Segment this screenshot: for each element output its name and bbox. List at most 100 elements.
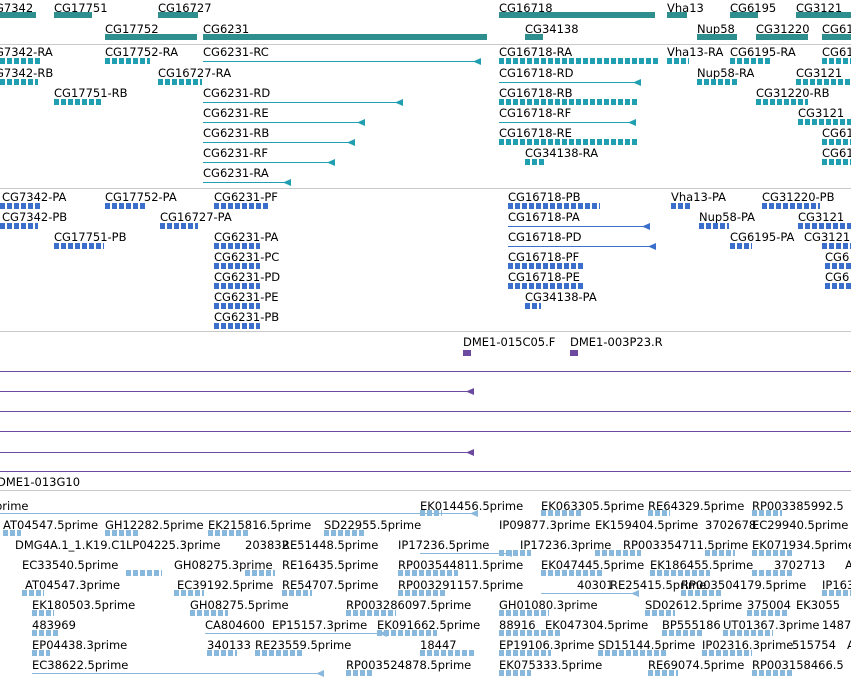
- est-feature[interactable]: [499, 630, 561, 636]
- est-feature[interactable]: [174, 590, 204, 596]
- transcript-feature[interactable]: [203, 159, 335, 166]
- gene-span-label[interactable]: Vha13: [667, 1, 704, 15]
- est-feature[interactable]: [752, 550, 792, 556]
- protein-label[interactable]: Vha13-PA: [671, 190, 727, 204]
- est-feature[interactable]: [595, 550, 641, 556]
- transcript-feature[interactable]: [798, 119, 851, 125]
- protein-feature[interactable]: [798, 223, 851, 229]
- gene-span-feature[interactable]: [525, 34, 543, 40]
- transcript-label[interactable]: CG34138-RA: [525, 146, 599, 160]
- transcript-label[interactable]: Nup58-RA: [697, 66, 755, 80]
- transcript-label[interactable]: CG16718-RA: [499, 45, 573, 59]
- est-label[interactable]: IP163: [822, 578, 851, 592]
- est-label[interactable]: RE69074.5prime: [648, 658, 745, 672]
- est-label[interactable]: EK047304.5prime: [545, 618, 649, 632]
- gene-span-label[interactable]: CG16718: [499, 1, 553, 15]
- est-label[interactable]: LP04225.3prime: [126, 538, 221, 552]
- est-label[interactable]: RP003504179.5prime: [681, 578, 807, 592]
- transcript-feature[interactable]: [203, 119, 365, 126]
- est-label[interactable]: EK186455.5prime: [650, 558, 754, 572]
- est-feature[interactable]: [398, 570, 458, 576]
- est-label[interactable]: RE64329.5prime: [648, 499, 745, 513]
- est-label[interactable]: 203832: [245, 538, 289, 552]
- protein-label[interactable]: CG16718-PA: [508, 210, 580, 224]
- transcript-feature[interactable]: [499, 58, 659, 64]
- protein-label[interactable]: CG6195-PA: [730, 230, 795, 244]
- est-label[interactable]: RE23559.5prime: [255, 638, 352, 652]
- protein-label[interactable]: CG6: [825, 250, 850, 264]
- protein-feature[interactable]: [822, 243, 851, 249]
- est-feature[interactable]: [126, 570, 162, 576]
- transcript-feature[interactable]: [499, 99, 639, 105]
- est-feature[interactable]: [499, 670, 531, 676]
- transcript-label[interactable]: CG3121: [798, 106, 845, 120]
- protein-feature[interactable]: [508, 243, 656, 250]
- est-feature[interactable]: [499, 550, 531, 556]
- transcript-label[interactable]: CG6231-RF: [203, 146, 268, 160]
- protein-feature[interactable]: [214, 263, 260, 269]
- est-label[interactable]: SD22955.5prime: [324, 518, 422, 532]
- transcript-label[interactable]: G7342-RA: [0, 45, 53, 59]
- est-feature[interactable]: [420, 550, 512, 557]
- est-label[interactable]: EK014456.5prime: [420, 499, 524, 513]
- est-label[interactable]: EK047445.5prime: [541, 558, 645, 572]
- protein-feature[interactable]: [214, 203, 270, 209]
- transcript-label[interactable]: Vha13-RA: [667, 45, 724, 59]
- protein-feature[interactable]: [825, 283, 851, 289]
- protein-label[interactable]: CG6231-PA: [214, 230, 279, 244]
- transcript-label[interactable]: G7342-RB: [0, 66, 54, 80]
- transcript-label[interactable]: CG16718-RD: [499, 66, 574, 80]
- est-label[interactable]: IP17236.3prime: [520, 538, 612, 552]
- est-label[interactable]: EK091662.5prime: [377, 618, 481, 632]
- transcript-feature[interactable]: [499, 139, 639, 145]
- transcript-feature[interactable]: [0, 58, 40, 64]
- est-feature[interactable]: [32, 630, 58, 636]
- transcript-feature[interactable]: [54, 99, 102, 105]
- transcript-label[interactable]: CG3121: [796, 66, 843, 80]
- transcript-label[interactable]: CG17752-RA: [105, 45, 179, 59]
- est-feature[interactable]: [723, 630, 773, 636]
- est-label[interactable]: EK159404.5prime: [595, 518, 699, 532]
- est-feature[interactable]: [499, 650, 551, 656]
- est-label[interactable]: 18447: [420, 638, 457, 652]
- est-label[interactable]: 40301: [577, 578, 614, 592]
- protein-feature[interactable]: [214, 283, 260, 289]
- gene-span-label[interactable]: CG16727: [158, 1, 212, 15]
- transcript-feature[interactable]: [105, 58, 150, 64]
- gene-span-feature[interactable]: [499, 12, 655, 18]
- protein-feature[interactable]: [508, 223, 650, 230]
- est-feature[interactable]: [255, 650, 303, 656]
- est-label[interactable]: RP003158466.5: [752, 658, 844, 672]
- est-label[interactable]: CA804600: [205, 618, 265, 632]
- clone-feature[interactable]: [0, 449, 474, 456]
- protein-feature[interactable]: [0, 203, 40, 209]
- protein-feature[interactable]: [0, 223, 38, 229]
- est-feature[interactable]: [32, 610, 54, 616]
- gene-span-label[interactable]: CG6231: [203, 22, 250, 36]
- est-label[interactable]: SD02612.5prime: [645, 598, 743, 612]
- gene-span-label[interactable]: CG17752: [105, 22, 159, 36]
- est-label[interactable]: GH08275.5prime: [190, 598, 289, 612]
- protein-feature[interactable]: [508, 283, 584, 289]
- clone-feature[interactable]: [463, 350, 471, 356]
- transcript-feature[interactable]: [499, 79, 641, 86]
- est-feature[interactable]: [32, 670, 324, 677]
- est-label[interactable]: 515754: [792, 638, 836, 652]
- est-feature[interactable]: [747, 610, 787, 616]
- transcript-feature[interactable]: [203, 58, 481, 65]
- est-label[interactable]: RE25415.5prime: [610, 578, 707, 592]
- transcript-label[interactable]: CG6231-RA: [203, 166, 269, 180]
- est-label[interactable]: RP003286097.5prime: [346, 598, 472, 612]
- protein-feature[interactable]: [671, 203, 691, 209]
- protein-label[interactable]: CG6231-PD: [214, 270, 281, 284]
- est-feature[interactable]: [3, 530, 21, 536]
- est-label[interactable]: EC29940.5prime: [752, 518, 849, 532]
- est-label[interactable]: BP555186: [662, 618, 721, 632]
- est-feature[interactable]: [0, 510, 478, 517]
- est-feature[interactable]: [207, 650, 237, 656]
- est-feature[interactable]: [398, 590, 446, 596]
- est-label[interactable]: EK3055: [796, 598, 841, 612]
- protein-feature[interactable]: [508, 203, 600, 209]
- est-feature[interactable]: [648, 510, 670, 516]
- est-feature[interactable]: [346, 610, 396, 616]
